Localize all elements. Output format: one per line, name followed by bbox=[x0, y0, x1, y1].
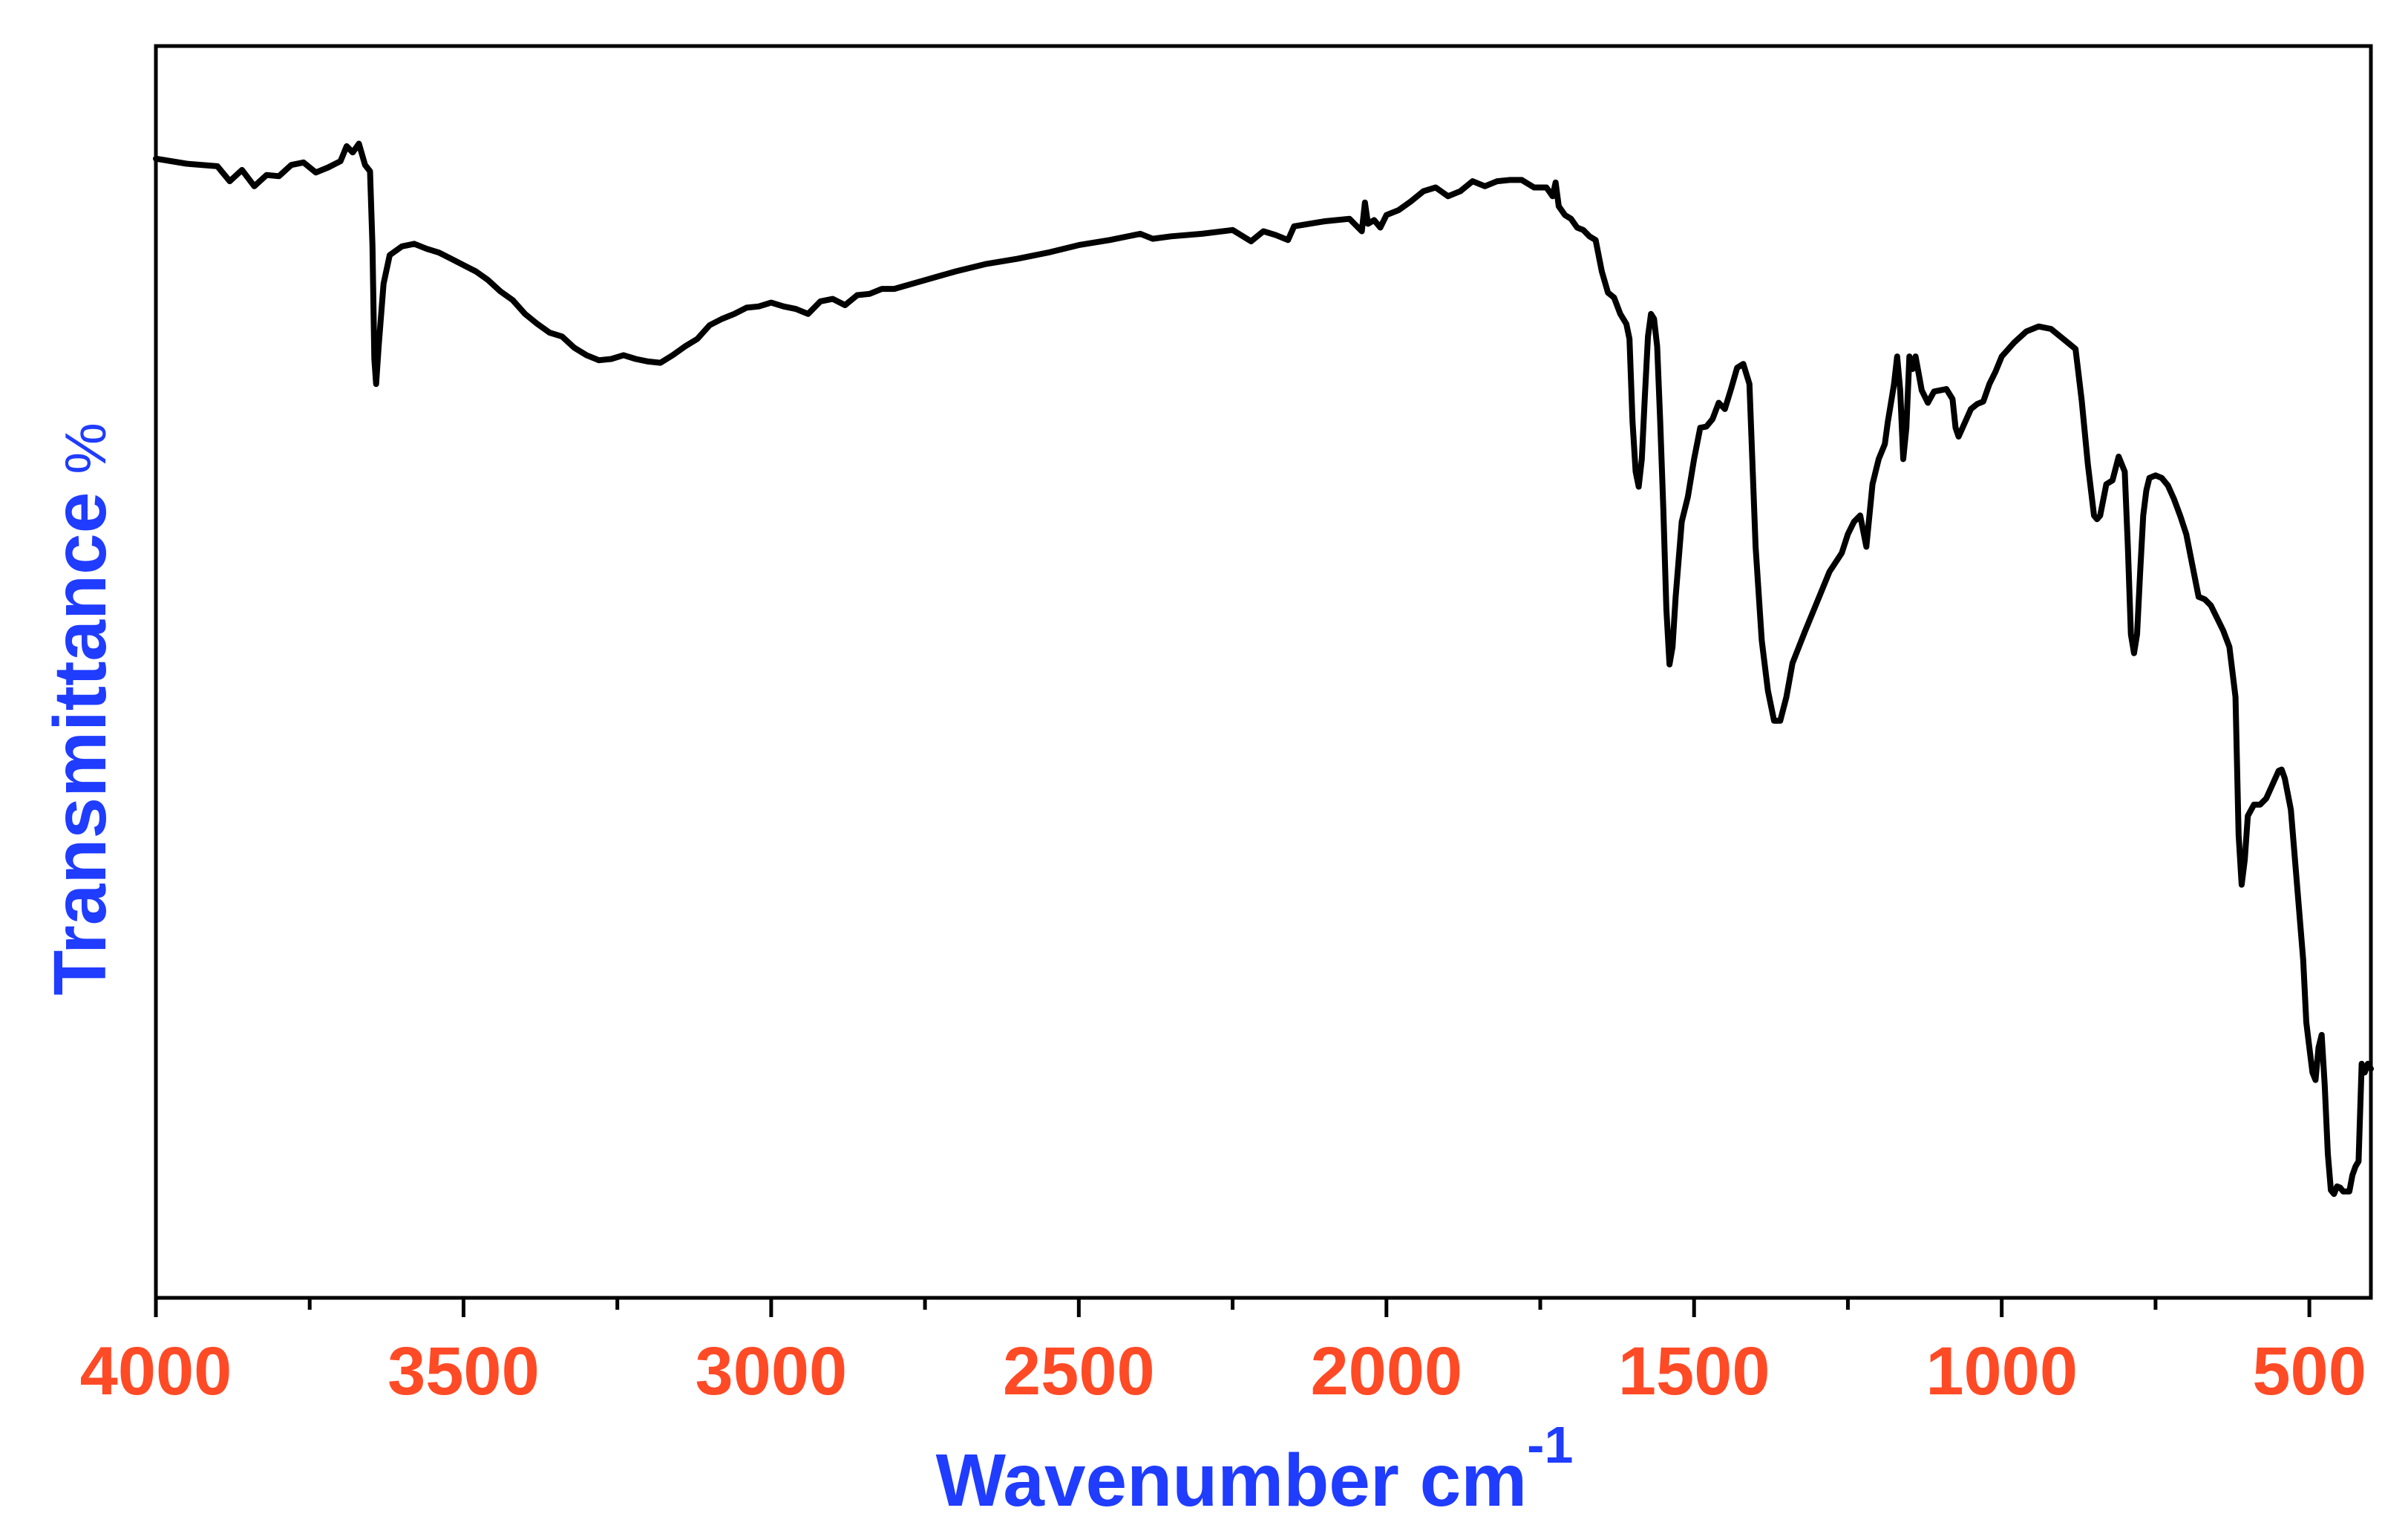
x-axis-title-superscript: -1 bbox=[1527, 1416, 1573, 1474]
x-tick-label: 4000 bbox=[80, 1333, 232, 1409]
y-axis-title: Transmittance% bbox=[39, 422, 122, 995]
x-axis-title: Wavenumber cm-1 bbox=[936, 1416, 1574, 1522]
spectrum-line bbox=[153, 140, 2374, 1198]
x-tick-label: 3500 bbox=[387, 1333, 540, 1409]
x-axis-ticks bbox=[154, 1298, 2312, 1317]
y-axis-title-text: Transmittance bbox=[39, 492, 122, 996]
x-tick-label: 2000 bbox=[1310, 1333, 1462, 1409]
x-tick-label: 500 bbox=[2252, 1333, 2366, 1409]
x-axis-title-text: Wavenumber cm bbox=[936, 1439, 1528, 1522]
x-tick-label: 2500 bbox=[1003, 1333, 1155, 1409]
x-tick-label: 1000 bbox=[1926, 1333, 2078, 1409]
x-axis-tick-labels: 4000 3500 3000 2500 2000 1500 1000 500 bbox=[80, 1333, 2366, 1409]
x-tick-label: 3000 bbox=[696, 1333, 848, 1409]
y-axis-title-unit: % bbox=[53, 422, 118, 474]
x-tick-label: 1500 bbox=[1618, 1333, 1770, 1409]
plot-frame bbox=[154, 44, 2373, 1300]
